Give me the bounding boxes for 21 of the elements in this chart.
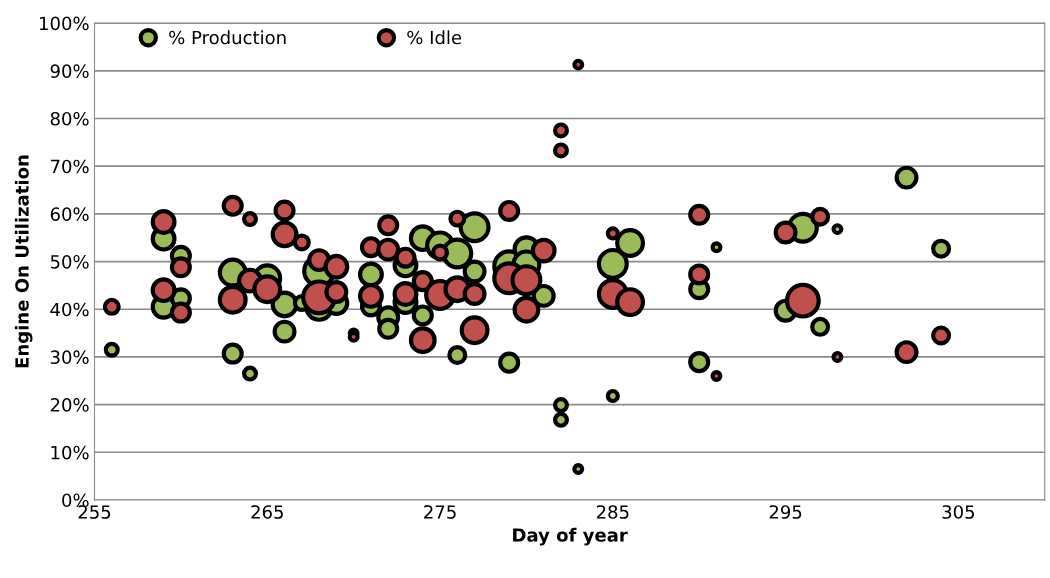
legend-label: % Production bbox=[169, 30, 286, 45]
y-tick-label: 0% bbox=[62, 493, 89, 508]
y-tick-label: 60% bbox=[50, 207, 89, 221]
y-tick-label: 30% bbox=[50, 350, 89, 365]
x-axis-title: Day of year bbox=[513, 527, 628, 546]
y-tick-label: 50% bbox=[50, 255, 89, 269]
x-tick-label: 275 bbox=[424, 505, 456, 519]
y-tick-label: 20% bbox=[50, 398, 89, 412]
x-tick-label: 285 bbox=[596, 505, 629, 519]
y-tick-label: 90% bbox=[50, 64, 89, 78]
y-tick-label: 70% bbox=[50, 159, 89, 174]
y-tick-label: 80% bbox=[50, 111, 89, 126]
x-tick-label: 295 bbox=[769, 505, 802, 519]
x-tick-label: 305 bbox=[942, 505, 975, 519]
y-tick-label: 40% bbox=[50, 302, 89, 317]
legend-label: % Idle bbox=[407, 30, 462, 45]
x-tick-label: 255 bbox=[78, 505, 111, 519]
y-tick-label: 100% bbox=[40, 16, 89, 31]
y-tick-label: 10% bbox=[51, 445, 89, 460]
x-tick-label: 265 bbox=[251, 505, 283, 519]
y-axis-title: Engine On Utilization bbox=[14, 155, 33, 368]
